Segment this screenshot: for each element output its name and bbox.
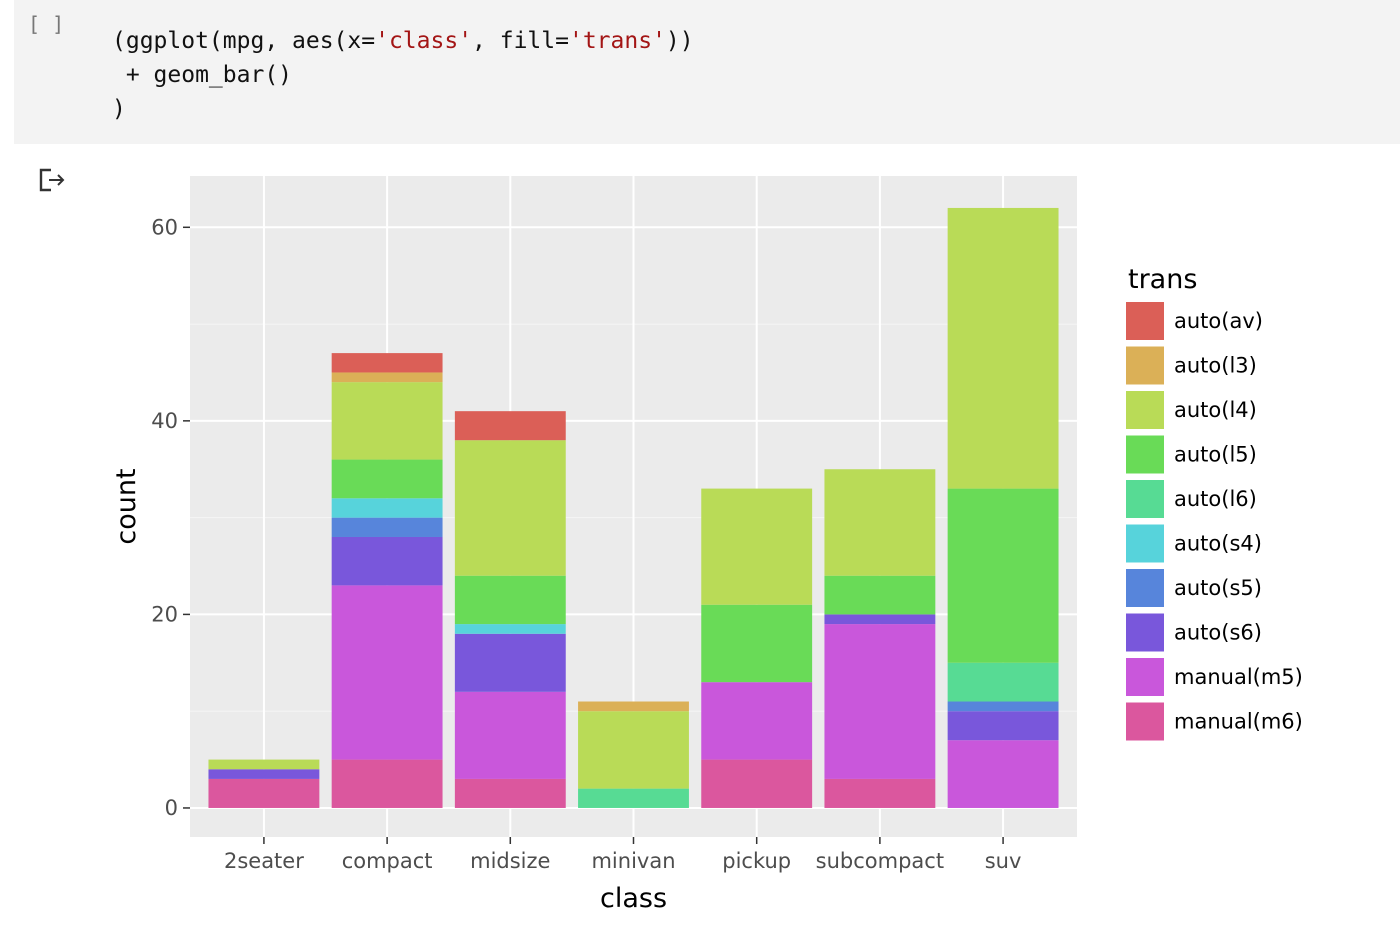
bar-segment-pickup-manualm5 [701, 682, 813, 760]
bar-segment-compact-autol3 [331, 372, 443, 383]
x-tick-label: suv [985, 849, 1022, 873]
legend-key [1126, 302, 1164, 340]
bar-segment-midsize-autol5 [454, 575, 566, 625]
bar-chart: 0 20 40 60 2seater compact midsize minivan picku… [111, 176, 1303, 914]
code-line-1[interactable]: (ggplot(mpg, aes(x='class', fill='trans'… [112, 28, 694, 54]
bar-segment-compact-autoav [331, 353, 443, 373]
legend-label: manual(m6) [1174, 710, 1303, 734]
legend-label: auto(l3) [1174, 354, 1257, 378]
legend-title: trans [1128, 264, 1197, 295]
legend-key [1126, 613, 1164, 652]
bar-segment-suv-autos5 [947, 701, 1059, 712]
bar-segment-compact-manualm5 [331, 585, 443, 760]
bar-segment-midsize-manualm6 [454, 778, 566, 808]
code-string-trans: 'trans' [568, 28, 666, 54]
code-fragment: )) [665, 28, 694, 54]
y-axis-title: count [111, 468, 142, 544]
bar-segment-subcompact-manualm5 [824, 624, 936, 779]
cell-run-prompt[interactable]: [ ] [28, 12, 65, 36]
legend-key [1126, 569, 1164, 607]
bar-segment-midsize-manualm5 [454, 691, 566, 779]
bar-segment-compact-autol4 [331, 382, 443, 460]
legend-key [1126, 391, 1164, 429]
bar-segment-suv-autos6 [947, 711, 1059, 741]
bar-segment-compact-autos6 [331, 536, 443, 586]
legend-key [1126, 702, 1164, 741]
bar-segment-subcompact-autos6 [824, 614, 936, 625]
bar-segment-subcompact-autol5 [824, 575, 936, 615]
legend-key [1126, 524, 1164, 563]
y-tick-label: 0 [165, 796, 178, 820]
x-tick-label: minivan [591, 849, 675, 873]
bar-segment-suv-autol4 [947, 207, 1059, 489]
legend-label: manual(m5) [1174, 665, 1303, 689]
bar-segment-2seater-manualm6 [208, 778, 320, 808]
x-tick-label: compact [342, 849, 433, 873]
bar-segment-compact-autol5 [331, 459, 443, 499]
code-line-2[interactable]: + geom_bar() [112, 62, 293, 88]
legend-key [1126, 480, 1164, 518]
bar-segment-2seater-autos6 [208, 769, 320, 779]
bar-segment-pickup-manualm6 [701, 759, 813, 808]
legend-label: auto(l5) [1174, 443, 1257, 467]
legend-label: auto(s6) [1174, 621, 1262, 645]
bar-segment-pickup-autol5 [701, 604, 813, 683]
bar-segment-suv-manualm5 [947, 740, 1059, 808]
x-axis-title: class [600, 883, 667, 914]
bar-segment-pickup-autol4 [701, 488, 813, 605]
bar-segment-suv-autol6 [947, 662, 1059, 702]
bar-segment-compact-autos5 [331, 517, 443, 537]
legend-label: auto(av) [1174, 309, 1263, 333]
bar-segment-midsize-autol4 [454, 440, 566, 576]
bar-segment-compact-manualm6 [331, 759, 443, 808]
code-cell[interactable]: (ggplot(mpg, aes(x='class', fill='trans'… [14, 0, 1400, 144]
x-tick-label: pickup [722, 849, 791, 873]
legend-label: auto(s4) [1174, 532, 1262, 556]
bar-segment-midsize-autos6 [454, 633, 566, 692]
code-fragment: (ggplot(mpg, aes(x= [112, 28, 376, 54]
code-string-class: 'class' [375, 28, 473, 54]
bar-segment-suv-autol5 [947, 488, 1059, 663]
bar-segment-2seater-autol4 [208, 759, 320, 770]
legend-label: auto(l6) [1174, 487, 1257, 511]
x-tick-label: 2seater [224, 849, 304, 873]
legend-key [1126, 658, 1164, 696]
code-fragment: , fill= [472, 28, 569, 54]
y-tick-label: 40 [151, 409, 178, 433]
legend-label: auto(s5) [1174, 576, 1262, 600]
bar-segment-minivan-autol4 [578, 711, 689, 789]
bar-segment-midsize-autoav [454, 411, 566, 441]
legend-key [1126, 435, 1164, 474]
legend-label: auto(l4) [1174, 398, 1257, 422]
code-line-3[interactable]: ) [112, 96, 126, 122]
bar-segment-minivan-autol6 [578, 788, 689, 808]
output-arrow-icon[interactable] [38, 166, 68, 194]
bar-segment-minivan-autol3 [578, 701, 689, 712]
y-tick-label: 60 [151, 215, 178, 239]
legend-key [1126, 346, 1164, 385]
bar-segment-subcompact-autol4 [824, 469, 936, 576]
bar-segment-compact-autos4 [331, 498, 443, 518]
x-tick-label: subcompact [816, 849, 944, 873]
bar-segment-midsize-autos4 [454, 624, 566, 634]
bar-segment-subcompact-manualm6 [824, 778, 936, 808]
y-tick-label: 20 [151, 602, 178, 626]
x-tick-label: midsize [470, 849, 550, 873]
